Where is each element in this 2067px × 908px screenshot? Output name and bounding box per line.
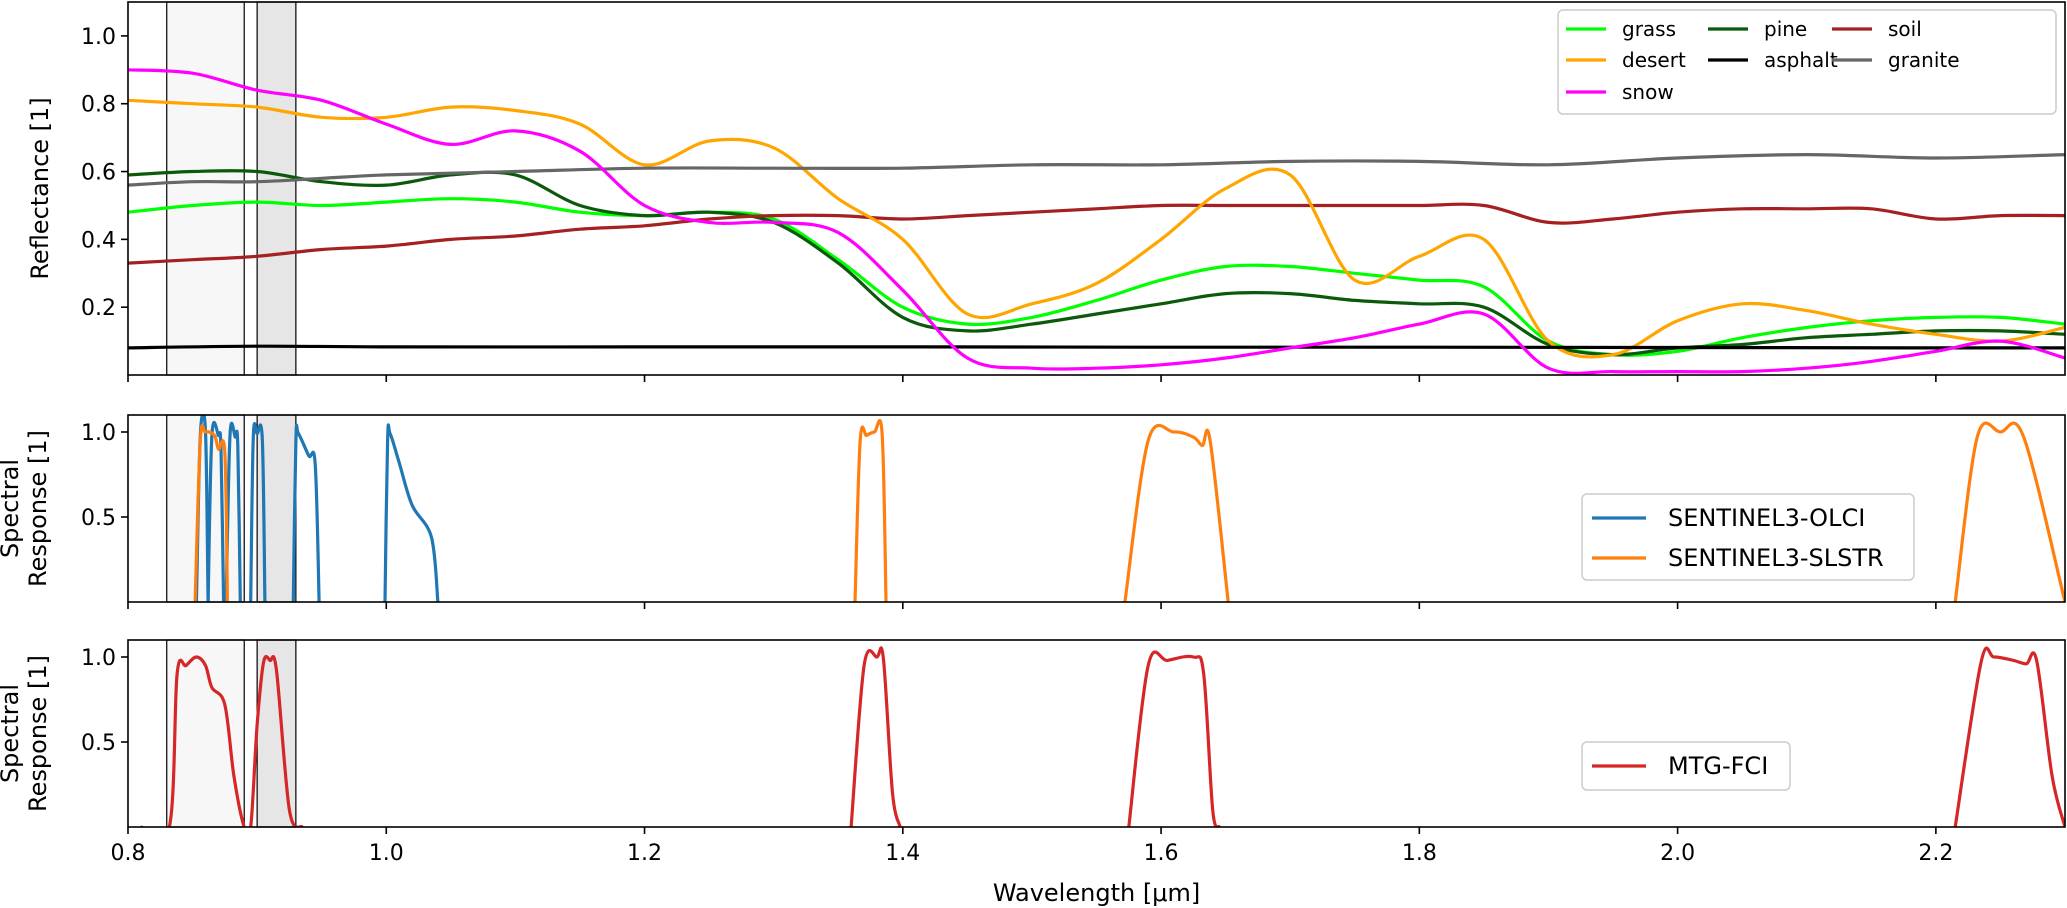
x-tick-label: 1.2 bbox=[627, 841, 662, 866]
legend-entry: desert bbox=[1622, 48, 1686, 72]
legend-entry: grass bbox=[1622, 17, 1676, 41]
highlight-band bbox=[166, 1, 245, 376]
legend: SENTINEL3-OLCI SENTINEL3-SLSTR bbox=[1581, 493, 1915, 581]
legend-entry: asphalt bbox=[1764, 48, 1838, 72]
y-tick-label: 0.6 bbox=[81, 161, 116, 186]
y-tick-label: 0.5 bbox=[81, 731, 116, 756]
series-group bbox=[193, 415, 2065, 602]
series-line bbox=[128, 153, 2065, 187]
series-line bbox=[128, 197, 2065, 357]
series-group bbox=[140, 646, 2065, 827]
y-tick-label: 0.4 bbox=[81, 228, 116, 253]
axes-frame bbox=[127, 1, 2066, 376]
y-tick-label: 1.0 bbox=[81, 25, 116, 50]
series-line bbox=[140, 654, 304, 827]
series-line bbox=[249, 422, 267, 602]
legend-entry: MTG-FCI bbox=[1668, 752, 1768, 780]
y-tick-label: 1.0 bbox=[81, 421, 116, 446]
series-line bbox=[383, 423, 440, 602]
series-line bbox=[193, 424, 229, 602]
axes-frame bbox=[127, 639, 2066, 828]
x-axis-label: Wavelength [μm] bbox=[993, 879, 1200, 907]
y-tick-label: 0.2 bbox=[81, 296, 116, 321]
series-line bbox=[1953, 646, 2065, 827]
legend-box bbox=[1581, 493, 1915, 581]
y-axis-label: Response [1] bbox=[24, 430, 52, 587]
series-line bbox=[849, 646, 902, 827]
x-tick-label: 1.4 bbox=[885, 841, 920, 866]
series-line bbox=[128, 202, 2065, 265]
series-line bbox=[1953, 421, 2065, 602]
legend-entry: SENTINEL3-SLSTR bbox=[1668, 544, 1884, 572]
panel-top: 0.2 0.4 0.6 0.8 1.0 Reflectance [1] grass pine s… bbox=[26, 1, 2066, 382]
highlight-band bbox=[166, 639, 245, 828]
x-tick-label: 1.8 bbox=[1402, 841, 1437, 866]
series-line bbox=[291, 423, 321, 602]
x-tick-label: 2.2 bbox=[1918, 841, 1953, 866]
axes-frame bbox=[127, 414, 2066, 603]
series-line bbox=[1127, 650, 1221, 827]
legend-box bbox=[1557, 9, 2057, 115]
legend-entry: pine bbox=[1764, 17, 1807, 41]
x-tick-label: 1.6 bbox=[1144, 841, 1179, 866]
series-group bbox=[128, 68, 2065, 375]
y-tick-label: 0.5 bbox=[81, 506, 116, 531]
y-tick-label: 1.0 bbox=[81, 646, 116, 671]
series-line bbox=[853, 419, 888, 602]
x-tick-label: 2.0 bbox=[1660, 841, 1695, 866]
y-axis-label: Spectral bbox=[0, 459, 24, 558]
legend: MTG-FCI bbox=[1581, 741, 1791, 791]
panel-bottom: 0.5 1.0 0.8 1.0 1.2 1.4 1.6 1.8 2.0 2.2 Wavelength… bbox=[0, 639, 2066, 907]
legend-entry: soil bbox=[1888, 17, 1922, 41]
legend-box bbox=[1581, 741, 1791, 791]
series-line bbox=[206, 420, 226, 602]
x-tick-label: 1.0 bbox=[369, 841, 404, 866]
series-line bbox=[128, 344, 2065, 350]
series-line bbox=[1123, 423, 1230, 602]
panel-middle: 0.5 1.0 Spectral Response [1] SENTINEL3-OLCI… bbox=[0, 414, 2066, 609]
y-axis-label: Spectral bbox=[0, 684, 24, 783]
legend-entry: snow bbox=[1622, 80, 1674, 104]
series-line bbox=[128, 68, 2065, 375]
y-tick-label: 0.8 bbox=[81, 93, 116, 118]
y-axis-label: Reflectance [1] bbox=[26, 97, 54, 279]
series-line bbox=[128, 98, 2065, 359]
y-axis-label: Response [1] bbox=[24, 655, 52, 812]
legend-entry: granite bbox=[1888, 48, 1960, 72]
x-tick-label: 0.8 bbox=[111, 841, 146, 866]
highlight-band bbox=[256, 1, 297, 376]
legend-entry: SENTINEL3-OLCI bbox=[1668, 504, 1865, 532]
legend: grass pine soil desert asphalt granite snow bbox=[1557, 9, 2057, 115]
series-line bbox=[224, 421, 242, 602]
series-line bbox=[128, 169, 2065, 357]
